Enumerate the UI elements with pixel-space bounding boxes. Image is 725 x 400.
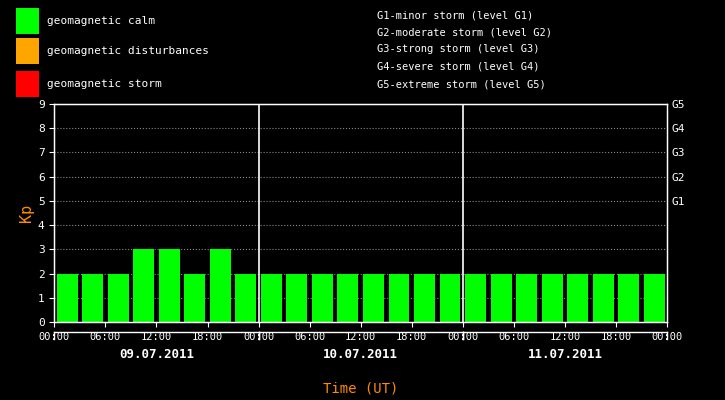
Text: geomagnetic calm: geomagnetic calm	[47, 16, 155, 26]
Text: geomagnetic storm: geomagnetic storm	[47, 79, 162, 89]
Bar	[414, 274, 435, 322]
Text: G4-severe storm (level G4): G4-severe storm (level G4)	[377, 61, 539, 71]
Text: 10.07.2011: 10.07.2011	[323, 348, 398, 361]
Bar	[82, 274, 103, 322]
Text: G5-extreme storm (level G5): G5-extreme storm (level G5)	[377, 80, 546, 90]
Bar	[57, 274, 78, 322]
Bar	[644, 274, 665, 322]
Text: G3-strong storm (level G3): G3-strong storm (level G3)	[377, 44, 539, 54]
Text: G2-moderate storm (level G2): G2-moderate storm (level G2)	[377, 27, 552, 37]
Bar	[465, 274, 486, 322]
FancyBboxPatch shape	[16, 38, 39, 64]
Bar	[516, 274, 537, 322]
Text: G1-minor storm (level G1): G1-minor storm (level G1)	[377, 10, 533, 20]
FancyBboxPatch shape	[16, 8, 39, 34]
Text: 09.07.2011: 09.07.2011	[119, 348, 194, 361]
Bar	[184, 274, 205, 322]
Bar	[542, 274, 563, 322]
Text: Time (UT): Time (UT)	[323, 381, 398, 395]
Bar	[491, 274, 512, 322]
Y-axis label: Kp: Kp	[19, 204, 34, 222]
Bar	[236, 274, 256, 322]
Bar	[261, 274, 282, 322]
Bar	[593, 274, 613, 322]
Bar	[312, 274, 333, 322]
Bar	[286, 274, 307, 322]
Text: geomagnetic disturbances: geomagnetic disturbances	[47, 46, 210, 56]
Bar	[567, 274, 588, 322]
Bar	[108, 274, 128, 322]
Bar	[389, 274, 410, 322]
Bar	[210, 249, 231, 322]
Bar	[618, 274, 639, 322]
Text: 11.07.2011: 11.07.2011	[527, 348, 602, 361]
Bar	[337, 274, 358, 322]
Bar	[133, 249, 154, 322]
FancyBboxPatch shape	[16, 71, 39, 97]
Bar	[439, 274, 460, 322]
Bar	[159, 249, 180, 322]
Bar	[363, 274, 384, 322]
